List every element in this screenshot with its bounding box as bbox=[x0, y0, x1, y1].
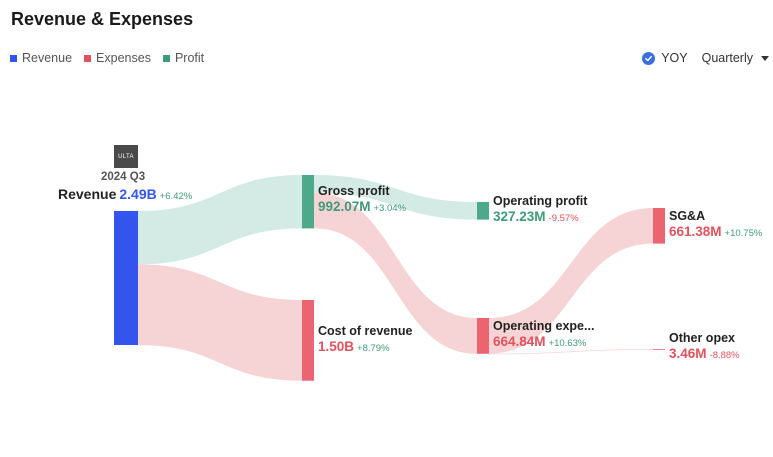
legend-label-profit: Profit bbox=[174, 51, 205, 65]
sankey-node-other_opex[interactable] bbox=[653, 349, 665, 350]
company-logo: ULTA bbox=[114, 145, 138, 168]
node-value: 1.50B bbox=[318, 339, 355, 354]
sankey-node-operating_profit[interactable] bbox=[477, 202, 489, 220]
node-value: 2.49B bbox=[119, 186, 157, 202]
node-label-revenue: Revenue 2.49B +6.42% bbox=[58, 186, 192, 204]
node-value: 3.46M bbox=[669, 346, 707, 361]
yoy-toggle[interactable]: YOY bbox=[642, 51, 688, 65]
node-name: SG&A bbox=[669, 209, 706, 223]
node-value: 664.84M bbox=[493, 334, 546, 349]
node-change: -8.88% bbox=[709, 350, 740, 361]
node-label-operating_expenses: Operating expe... 664.84M +10.63% bbox=[493, 319, 594, 351]
node-label-gross_profit: Gross profit 992.07M +3.04% bbox=[318, 184, 406, 216]
legend-swatch-expenses bbox=[84, 54, 92, 62]
sankey-link-operating_expenses-to-other_opex[interactable] bbox=[489, 349, 653, 355]
node-change: +10.63% bbox=[548, 338, 587, 349]
sankey-links bbox=[138, 175, 653, 381]
node-label-operating_profit: Operating profit 327.23M -9.57% bbox=[493, 194, 587, 226]
legend-label-revenue: Revenue bbox=[22, 51, 73, 65]
sankey-link-gross_profit-to-operating_profit[interactable] bbox=[314, 175, 477, 220]
yoy-label: YOY bbox=[661, 51, 688, 65]
period-dropdown[interactable]: Quarterly bbox=[702, 51, 769, 65]
node-name: Revenue bbox=[58, 186, 117, 202]
sankey-node-operating_expenses[interactable] bbox=[477, 318, 489, 354]
sankey-nodes bbox=[114, 175, 665, 381]
caret-down-icon bbox=[761, 55, 769, 61]
node-change: +10.75% bbox=[724, 228, 763, 239]
chart-controls: YOY Quarterly bbox=[642, 51, 769, 65]
legend: Revenue Expenses Profit bbox=[10, 51, 204, 65]
sankey-link-operating_expenses-to-sga[interactable] bbox=[489, 208, 653, 354]
sankey-node-gross_profit[interactable] bbox=[302, 175, 314, 229]
node-change: -9.57% bbox=[548, 213, 579, 224]
period-dropdown-label: Quarterly bbox=[701, 51, 753, 65]
node-label-other_opex: Other opex 3.46M -8.88% bbox=[669, 331, 740, 363]
node-name: Gross profit bbox=[318, 184, 390, 198]
node-value: 992.07M bbox=[318, 199, 371, 214]
legend-label-expenses: Expenses bbox=[96, 51, 151, 65]
chart-title: Revenue & Expenses bbox=[11, 9, 194, 29]
node-label-cost_of_revenue: Cost of revenue 1.50B +8.79% bbox=[318, 324, 412, 356]
fiscal-period-label: 2024 Q3 bbox=[101, 171, 146, 183]
node-label-sga: SG&A 661.38M +10.75% bbox=[669, 209, 762, 241]
legend-swatch-profit bbox=[162, 54, 170, 62]
node-name: Cost of revenue bbox=[318, 324, 413, 338]
node-name: Operating expe... bbox=[493, 319, 595, 333]
node-name: Other opex bbox=[669, 331, 735, 345]
legend-item-revenue[interactable]: Revenue bbox=[10, 51, 72, 65]
legend-swatch-revenue bbox=[10, 54, 17, 62]
checkmark-circle-icon[interactable] bbox=[642, 51, 656, 65]
sankey-link-revenue-to-cost_of_revenue[interactable] bbox=[138, 264, 302, 381]
node-change: +8.79% bbox=[357, 343, 390, 354]
sankey-node-revenue[interactable] bbox=[114, 211, 138, 345]
node-change: +6.42% bbox=[159, 191, 193, 202]
node-name: Operating profit bbox=[493, 194, 588, 208]
node-change: +3.04% bbox=[373, 203, 407, 214]
legend-item-profit[interactable]: Profit bbox=[162, 51, 205, 65]
sankey-link-revenue-to-gross_profit[interactable] bbox=[138, 175, 302, 265]
legend-item-expenses[interactable]: Expenses bbox=[84, 51, 151, 65]
sankey-link-gross_profit-to-operating_expenses[interactable] bbox=[314, 192, 477, 354]
sankey-node-sga[interactable] bbox=[653, 208, 665, 244]
node-value: 661.38M bbox=[669, 224, 722, 239]
node-value: 327.23M bbox=[493, 209, 546, 224]
sankey-node-cost_of_revenue[interactable] bbox=[302, 300, 314, 381]
